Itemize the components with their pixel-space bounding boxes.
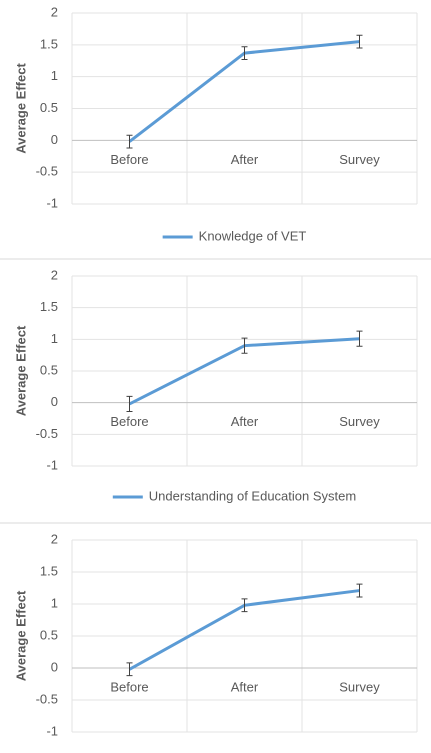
y-tick-label: 0 xyxy=(51,132,58,147)
error-bar xyxy=(356,583,363,598)
error-bar xyxy=(356,330,363,347)
y-tick-label: 0.5 xyxy=(40,100,58,115)
y-axis-label: Average Effect xyxy=(13,325,28,416)
y-tick-label: 0.5 xyxy=(40,362,58,377)
y-tick-label: 1.5 xyxy=(40,563,58,578)
y-tick-label: -0.5 xyxy=(36,426,58,441)
y-tick-label: 0 xyxy=(51,394,58,409)
x-tick-label: Before xyxy=(110,152,148,167)
legend-label: Knowledge of VET xyxy=(199,228,307,243)
error-bar xyxy=(126,134,133,149)
error-bar xyxy=(126,395,133,413)
x-tick-label: After xyxy=(231,679,259,694)
y-tick-label: 1.5 xyxy=(40,36,58,51)
y-tick-label: 2 xyxy=(51,4,58,19)
y-axis-label: Average Effect xyxy=(13,590,28,681)
y-tick-label: 2 xyxy=(51,531,58,546)
y-tick-label: 1 xyxy=(51,68,58,83)
x-tick-label: After xyxy=(231,414,259,429)
error-bar xyxy=(241,598,248,613)
y-axis-label: Average Effect xyxy=(13,63,28,154)
y-tick-label: 2 xyxy=(51,267,58,282)
y-tick-label: -1 xyxy=(46,195,58,210)
x-tick-label: Survey xyxy=(339,679,380,694)
y-tick-label: -0.5 xyxy=(36,164,58,179)
y-tick-label: 0.5 xyxy=(40,627,58,642)
x-tick-label: After xyxy=(231,152,259,167)
x-tick-label: Survey xyxy=(339,152,380,167)
y-tick-label: 0 xyxy=(51,659,58,674)
y-tick-label: -1 xyxy=(46,723,58,738)
x-tick-label: Before xyxy=(110,414,148,429)
y-tick-label: 1.5 xyxy=(40,299,58,314)
error-bar xyxy=(126,662,133,677)
y-tick-label: 1 xyxy=(51,595,58,610)
error-bar xyxy=(356,34,363,49)
y-tick-label: 1 xyxy=(51,331,58,346)
y-tick-label: -0.5 xyxy=(36,691,58,706)
x-tick-label: Survey xyxy=(339,414,380,429)
legend-label: Understanding of Education System xyxy=(149,488,356,503)
y-tick-label: -1 xyxy=(46,457,58,472)
error-bar xyxy=(241,337,248,354)
x-tick-label: Before xyxy=(110,679,148,694)
error-bar xyxy=(241,46,248,60)
